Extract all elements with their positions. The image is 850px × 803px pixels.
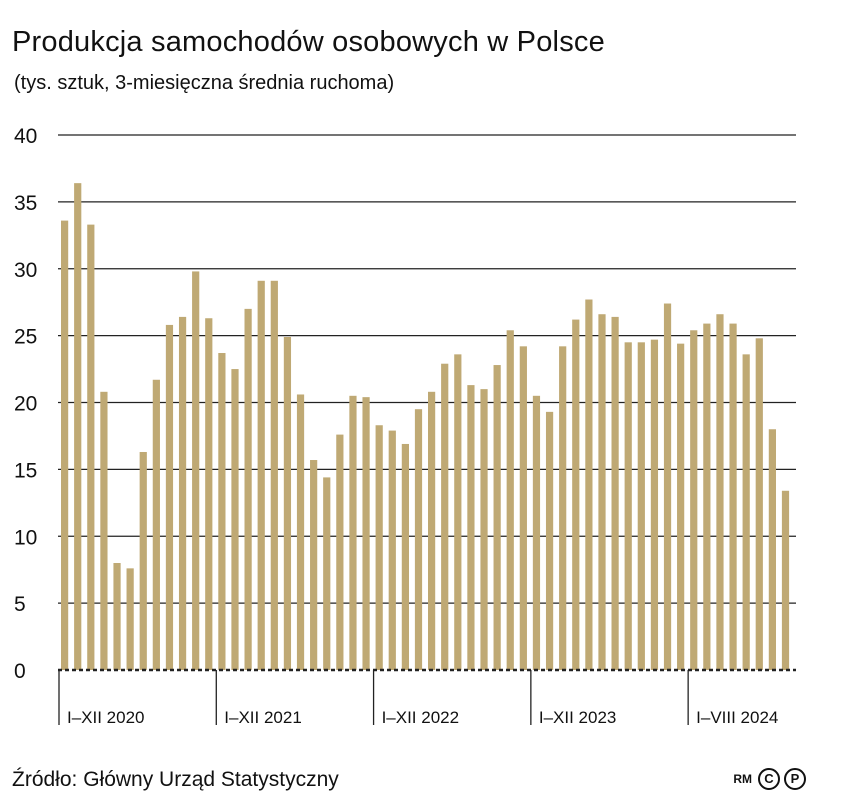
y-tick-label: 15: [14, 459, 37, 482]
bar: [362, 397, 370, 670]
publisher-logo: RM C P: [733, 768, 806, 790]
bar: [323, 477, 331, 670]
bar: [231, 369, 239, 670]
bar: [441, 363, 449, 670]
bar: [218, 353, 226, 670]
bar: [192, 271, 200, 670]
logo-rm: RM: [733, 772, 752, 786]
bar: [205, 318, 213, 670]
y-tick-label: 20: [14, 393, 37, 416]
bar: [703, 323, 711, 670]
bar: [454, 354, 462, 670]
bar: [165, 324, 174, 670]
bar: [178, 316, 187, 670]
bar-chart: 0 5 10 15 20 25 30 35 40 I–XII 2020 I–XII 2021 I–XI…: [14, 125, 796, 727]
bar: [270, 280, 278, 670]
y-tick-label: 5: [14, 593, 26, 616]
bar: [572, 319, 580, 670]
bar: [467, 385, 475, 670]
y-tick-label: 40: [14, 125, 37, 148]
bar: [532, 395, 541, 670]
bar: [559, 346, 567, 670]
y-tick-label: 25: [14, 326, 37, 349]
y-tick-label: 10: [14, 526, 37, 549]
bar: [61, 220, 69, 670]
y-tick-label: 0: [14, 660, 26, 683]
bar: [611, 316, 619, 670]
bar: [375, 425, 383, 670]
chart-subtitle: (tys. sztuk, 3-miesięczna średnia ruchom…: [14, 72, 395, 94]
bar: [781, 490, 790, 670]
bar: [598, 314, 606, 670]
x-group-label: I–VIII 2024: [696, 708, 778, 727]
source-note: Źródło: Główny Urząd Statystyczny: [12, 768, 339, 791]
bar: [113, 563, 121, 670]
bar: [336, 434, 344, 670]
x-group-label: I–XII 2021: [224, 708, 302, 727]
bar: [755, 338, 763, 670]
bar: [139, 451, 147, 670]
bar: [716, 314, 724, 670]
bar: [152, 379, 160, 670]
x-group-label: I–XII 2020: [67, 708, 145, 727]
bar: [677, 343, 685, 670]
bar: [624, 342, 632, 670]
bar: [506, 330, 514, 670]
bar: [74, 183, 82, 670]
bar: [244, 308, 252, 670]
bar: [768, 429, 776, 670]
bar: [493, 365, 501, 670]
bar: [388, 430, 396, 670]
bar: [87, 224, 95, 671]
bar: [545, 411, 554, 670]
bar: [663, 303, 672, 670]
bar: [283, 336, 292, 670]
bar: [100, 391, 108, 670]
bar: [257, 280, 265, 670]
bar: [126, 568, 134, 670]
y-tick-label: 30: [14, 259, 37, 282]
bar: [401, 443, 409, 670]
bar: [690, 330, 698, 670]
chart-title: Produkcja samochodów osobowych w Polsce: [12, 26, 605, 58]
bar: [742, 354, 750, 670]
bar: [296, 394, 305, 670]
x-group-label: I–XII 2023: [539, 708, 617, 727]
bar: [650, 339, 659, 670]
publisher-p-icon: P: [784, 768, 806, 790]
x-group-label: I–XII 2022: [382, 708, 460, 727]
copyright-icon: C: [758, 768, 780, 790]
bar: [519, 346, 527, 670]
bar: [585, 299, 593, 670]
y-tick-label: 35: [14, 192, 37, 215]
bar: [637, 342, 645, 670]
bar: [480, 389, 488, 670]
bar: [414, 409, 423, 670]
bar: [729, 323, 737, 670]
bar: [349, 395, 357, 670]
bar: [428, 391, 436, 670]
bar: [310, 460, 318, 670]
